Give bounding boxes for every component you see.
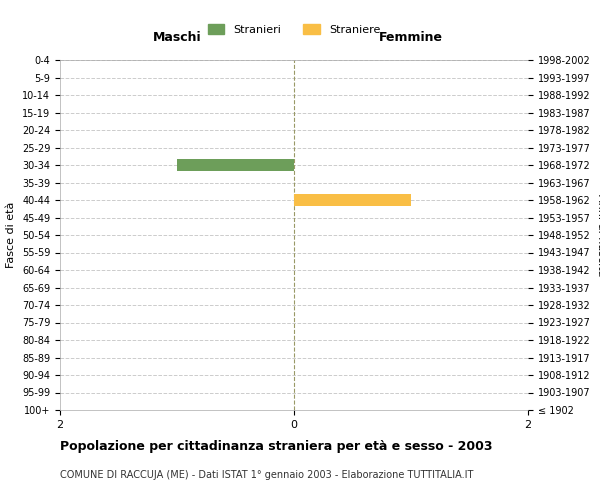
Bar — [294, 194, 411, 206]
Text: Femmine: Femmine — [379, 32, 443, 44]
Text: Popolazione per cittadinanza straniera per età e sesso - 2003: Popolazione per cittadinanza straniera p… — [60, 440, 493, 453]
Bar — [177, 159, 294, 171]
Legend: Stranieri, Straniere: Stranieri, Straniere — [205, 20, 383, 38]
Text: COMUNE DI RACCUJA (ME) - Dati ISTAT 1° gennaio 2003 - Elaborazione TUTTITALIA.IT: COMUNE DI RACCUJA (ME) - Dati ISTAT 1° g… — [60, 470, 473, 480]
Text: Maschi: Maschi — [152, 32, 202, 44]
Y-axis label: Anni di nascita: Anni di nascita — [596, 194, 600, 276]
Y-axis label: Fasce di età: Fasce di età — [7, 202, 16, 268]
